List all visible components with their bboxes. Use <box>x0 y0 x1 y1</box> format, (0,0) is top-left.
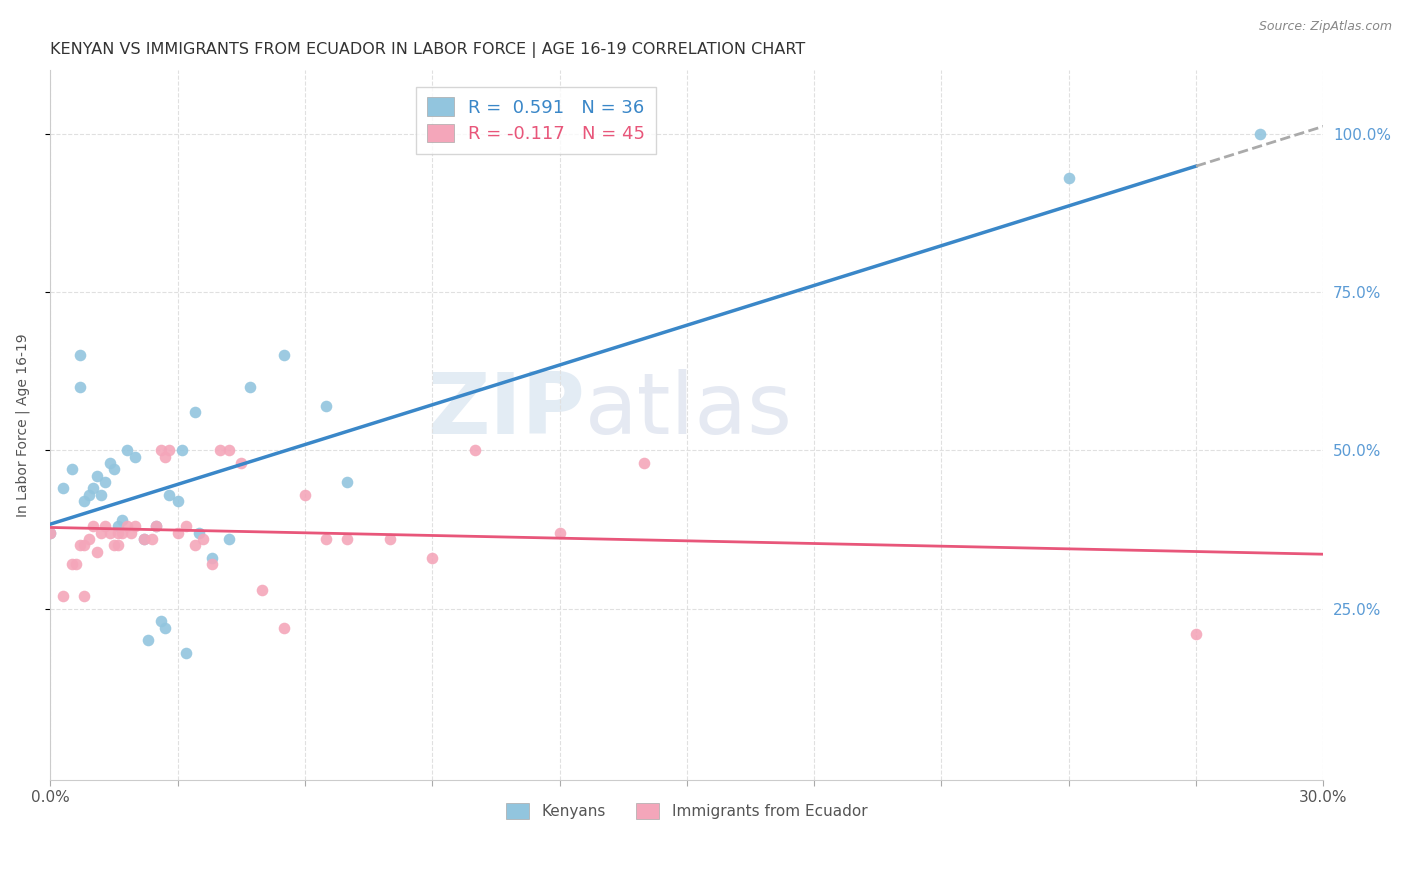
Point <box>94 519 117 533</box>
Point <box>132 532 155 546</box>
Point <box>107 519 129 533</box>
Point <box>77 488 100 502</box>
Point <box>115 443 138 458</box>
Point <box>82 519 104 533</box>
Point <box>111 513 134 527</box>
Point <box>548 525 571 540</box>
Point <box>420 551 443 566</box>
Point <box>52 481 75 495</box>
Point <box>273 621 295 635</box>
Point <box>124 450 146 464</box>
Point <box>174 646 197 660</box>
Point <box>170 443 193 458</box>
Point <box>39 525 62 540</box>
Point <box>103 538 125 552</box>
Point <box>60 558 83 572</box>
Text: KENYAN VS IMMIGRANTS FROM ECUADOR IN LABOR FORCE | AGE 16-19 CORRELATION CHART: KENYAN VS IMMIGRANTS FROM ECUADOR IN LAB… <box>51 42 806 58</box>
Point <box>98 525 121 540</box>
Point <box>336 475 359 489</box>
Point <box>378 532 401 546</box>
Point <box>115 519 138 533</box>
Point <box>153 450 176 464</box>
Point <box>157 443 180 458</box>
Point <box>73 494 96 508</box>
Point <box>187 525 209 540</box>
Point <box>145 519 167 533</box>
Point <box>98 456 121 470</box>
Point <box>65 558 87 572</box>
Point <box>239 380 262 394</box>
Legend: Kenyans, Immigrants from Ecuador: Kenyans, Immigrants from Ecuador <box>501 797 873 825</box>
Point <box>120 525 142 540</box>
Point <box>191 532 214 546</box>
Point <box>124 519 146 533</box>
Point <box>183 405 205 419</box>
Point <box>69 538 91 552</box>
Point <box>252 582 274 597</box>
Point <box>157 488 180 502</box>
Point <box>136 633 159 648</box>
Point <box>94 475 117 489</box>
Point <box>73 538 96 552</box>
Point <box>209 443 232 458</box>
Point <box>1185 627 1208 641</box>
Point <box>77 532 100 546</box>
Point <box>132 532 155 546</box>
Point <box>200 558 222 572</box>
Point <box>1057 171 1080 186</box>
Point <box>200 551 222 566</box>
Point <box>174 519 197 533</box>
Point <box>336 532 359 546</box>
Point <box>39 525 62 540</box>
Point <box>315 532 337 546</box>
Point <box>86 468 108 483</box>
Point <box>107 538 129 552</box>
Point <box>107 525 129 540</box>
Point <box>315 399 337 413</box>
Point <box>149 615 172 629</box>
Point <box>73 589 96 603</box>
Point <box>90 525 112 540</box>
Text: atlas: atlas <box>585 369 793 452</box>
Point <box>166 494 188 508</box>
Point <box>149 443 172 458</box>
Point <box>218 532 240 546</box>
Point <box>166 525 188 540</box>
Point <box>141 532 163 546</box>
Point <box>633 456 655 470</box>
Point <box>294 488 316 502</box>
Point <box>231 456 253 470</box>
Point <box>103 462 125 476</box>
Text: ZIP: ZIP <box>427 369 585 452</box>
Text: Source: ZipAtlas.com: Source: ZipAtlas.com <box>1258 20 1392 33</box>
Point <box>60 462 83 476</box>
Point <box>273 348 295 362</box>
Point <box>69 380 91 394</box>
Point <box>90 488 112 502</box>
Point <box>464 443 486 458</box>
Point <box>82 481 104 495</box>
Y-axis label: In Labor Force | Age 16-19: In Labor Force | Age 16-19 <box>15 334 30 516</box>
Point <box>52 589 75 603</box>
Point <box>183 538 205 552</box>
Point <box>218 443 240 458</box>
Point <box>1249 127 1271 141</box>
Point <box>69 348 91 362</box>
Point <box>86 544 108 558</box>
Point <box>145 519 167 533</box>
Point <box>153 621 176 635</box>
Point <box>111 525 134 540</box>
